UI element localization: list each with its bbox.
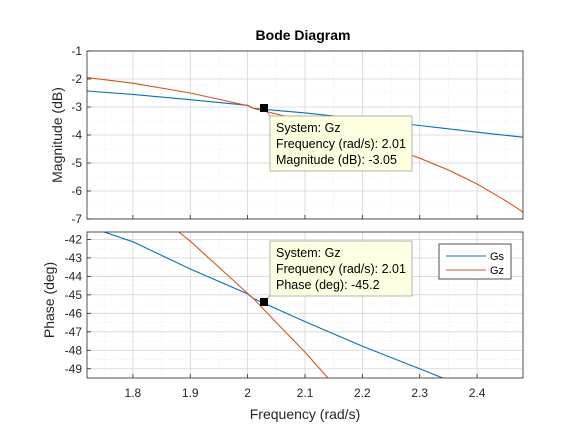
phase-lines (104, 232, 443, 378)
phase-datatip-frequency: Frequency (rad/s): 2.01 (276, 262, 406, 276)
x-tick-label: 1.8 (125, 386, 142, 400)
magnitude-y-ticks: -1 -2 -3 -4 -5 -6 -7 (71, 44, 478, 226)
phase-datatip-system: System: Gz (276, 246, 341, 260)
phase-y-label: Phase (deg) (41, 262, 57, 338)
y-tick-label: -49 (65, 362, 83, 376)
y-tick-label: -42 (65, 232, 83, 246)
legend-label-gz: Gz (490, 265, 504, 277)
y-tick-label: -6 (71, 184, 82, 198)
x-tick-label: 2 (244, 386, 251, 400)
y-tick-label: -46 (65, 306, 83, 320)
magnitude-datatip[interactable]: System: Gz Frequency (rad/s): 2.01 Magni… (260, 104, 413, 172)
y-tick-label: -7 (71, 212, 82, 226)
phase-datatip-value: Phase (deg): -45.2 (276, 278, 380, 292)
y-tick-label: -2 (71, 72, 82, 86)
legend[interactable]: Gs Gz (438, 243, 512, 280)
x-axis-label: Frequency (rad/s) (250, 406, 360, 422)
x-ticks: 1.8 1.9 2 2.1 2.2 2.3 2.4 (125, 386, 486, 400)
y-tick-label: -44 (65, 269, 83, 283)
series-line-gs (87, 90, 523, 138)
phase-datatip-marker[interactable] (260, 298, 268, 306)
chart-title: Bode Diagram (256, 27, 351, 43)
magnitude-datatip-box (269, 115, 413, 172)
y-tick-label: -47 (65, 325, 83, 339)
y-tick-label: -1 (71, 44, 82, 58)
phase-datatip-box (269, 240, 413, 297)
y-tick-label: -48 (65, 343, 83, 357)
x-tick-label: 2.2 (354, 386, 371, 400)
y-tick-label: -5 (71, 156, 82, 170)
magnitude-y-label: Magnitude (dB) (49, 87, 65, 183)
x-tick-label: 2.3 (411, 386, 428, 400)
legend-box (438, 243, 512, 280)
x-tick-label: 2.1 (297, 386, 314, 400)
y-tick-label: -43 (65, 251, 83, 265)
series-line-gz (178, 232, 329, 378)
legend-label-gs: Gs (490, 251, 505, 263)
y-tick-label: -3 (71, 100, 82, 114)
magnitude-panel: -1 -2 -3 -4 -5 -6 -7 Magnitude (dB) System: Gz… (49, 44, 524, 226)
magnitude-datatip-value: Magnitude (dB): -3.05 (276, 153, 397, 167)
phase-datatip[interactable]: System: Gz Frequency (rad/s): 2.01 Phase… (260, 240, 413, 306)
y-tick-label: -4 (71, 128, 82, 142)
y-tick-label: -45 (65, 288, 83, 302)
phase-y-ticks: -42 -43 -44 -45 -46 -47 -48 -49 (65, 232, 478, 378)
x-tick-label: 2.4 (469, 386, 486, 400)
magnitude-datatip-frequency: Frequency (rad/s): 2.01 (276, 137, 406, 151)
magnitude-datatip-marker[interactable] (260, 104, 268, 112)
phase-panel: -42 -43 -44 -45 -46 -47 -48 -49 Phase (deg) Sys… (41, 231, 524, 379)
magnitude-datatip-system: System: Gz (276, 121, 341, 135)
x-tick-label: 1.9 (182, 386, 199, 400)
